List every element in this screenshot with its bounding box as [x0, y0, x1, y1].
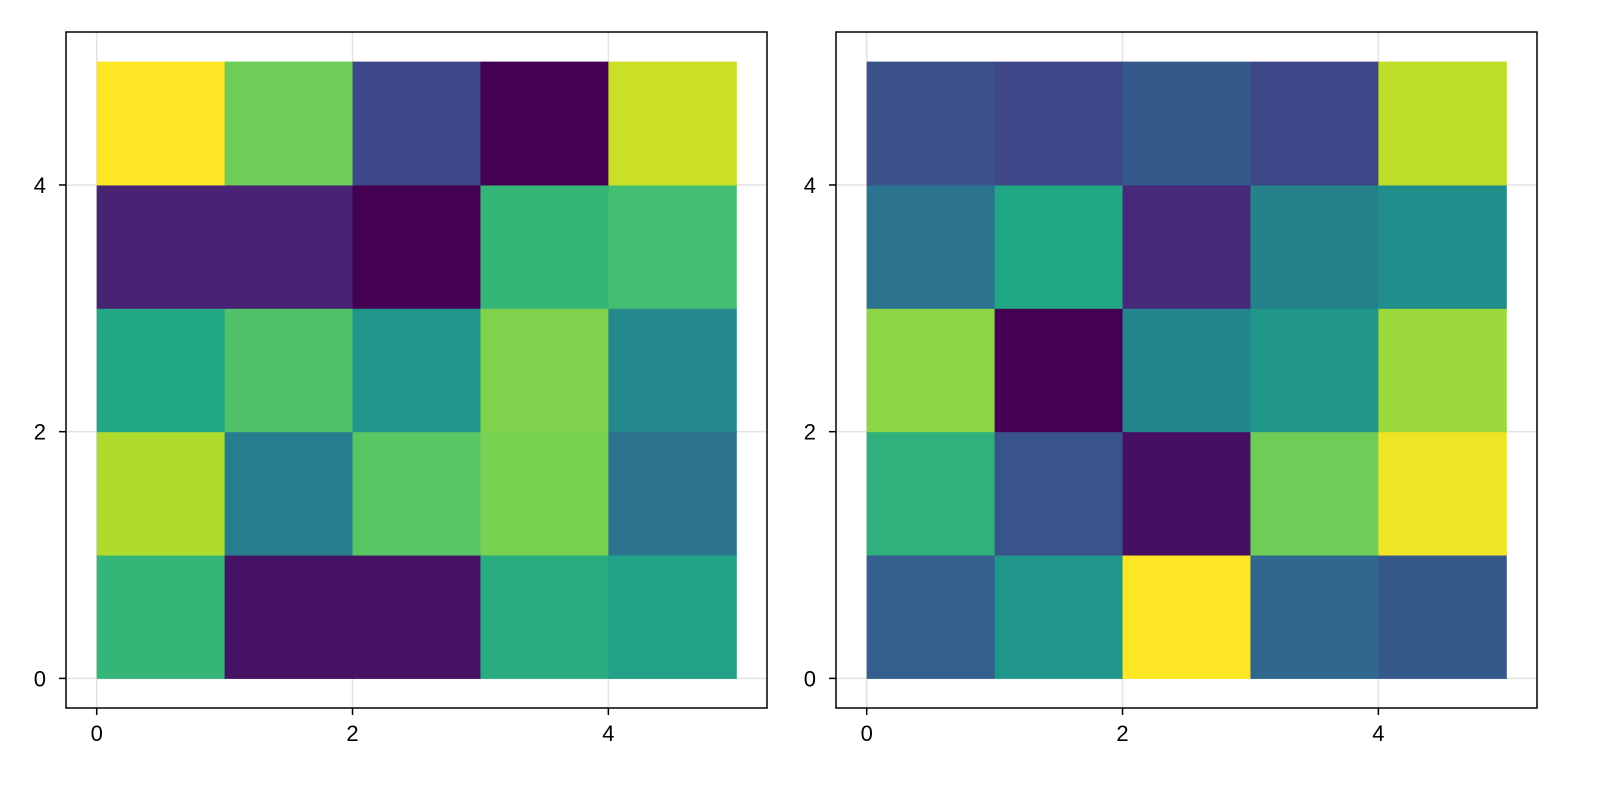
heatmap-cell-r1-c4	[1378, 431, 1507, 556]
axes-frame	[65, 31, 768, 709]
y-tick-label: 4	[34, 173, 46, 198]
heatmap-cell-r0-c3	[1250, 555, 1379, 679]
heatmap-cell-r4-c3	[1250, 61, 1379, 186]
x-tick-label: 0	[861, 721, 873, 746]
heatmap-cell-r3-c4	[608, 184, 737, 309]
heatmap-cell-r2-c2	[352, 308, 481, 433]
heatmap-cell-r3-c2	[1122, 184, 1251, 309]
heatmap-cell-r1-c0	[866, 431, 996, 556]
x-tick-label: 4	[602, 721, 614, 746]
x-tick-label: 2	[1116, 721, 1128, 746]
heatmap-cell-r4-c0	[96, 61, 226, 186]
heatmap-cell-r0-c0	[866, 555, 996, 679]
heatmap-cell-r2-c1	[224, 308, 354, 433]
heatmap-cell-r2-c2	[1122, 308, 1251, 433]
heatmap-cell-r2-c1	[994, 308, 1124, 433]
heatmap-cell-r0-c1	[994, 555, 1124, 679]
heatmap-cell-r4-c4	[1378, 61, 1507, 186]
heatmap-cell-r2-c3	[1250, 308, 1379, 433]
heatmap-cell-r2-c0	[96, 308, 226, 433]
heatmap-cell-r3-c3	[1250, 184, 1379, 309]
heatmap-cell-r3-c3	[480, 184, 609, 309]
heatmap-cell-r1-c4	[608, 431, 737, 556]
heatmap-cell-r2-c4	[1378, 308, 1507, 433]
heatmap-cell-r1-c0	[96, 431, 226, 556]
heatmap-cell-r3-c0	[866, 184, 996, 309]
heatmap-cell-r4-c2	[352, 61, 481, 186]
heatmap-cell-r2-c4	[608, 308, 737, 433]
heatmap-cell-r3-c1	[994, 184, 1124, 309]
heatmap-cell-r3-c2	[352, 184, 481, 309]
heatmap-cell-r4-c3	[480, 61, 609, 186]
heatmap-cell-r4-c1	[994, 61, 1124, 186]
heatmap-cell-r3-c0	[96, 184, 226, 309]
heatmap-cell-r1-c2	[352, 431, 481, 556]
heatmap-cell-r0-c4	[1378, 555, 1507, 679]
heatmap-cell-r0-c2	[1122, 555, 1251, 679]
heatmap-cell-r2-c0	[866, 308, 996, 433]
heatmap-cell-r0-c1	[224, 555, 354, 679]
heatmap-cell-r0-c3	[480, 555, 609, 679]
y-tick-label: 2	[804, 420, 816, 445]
heatmap-cell-r1-c3	[480, 431, 609, 556]
heatmap-cell-r3-c1	[224, 184, 354, 309]
x-tick-label: 2	[346, 721, 358, 746]
heatmap-cell-r1-c2	[1122, 431, 1251, 556]
heatmap-cell-r2-c3	[480, 308, 609, 433]
x-tick-label: 4	[1372, 721, 1384, 746]
heatmap-panel-left: 0 2 4 0 2 4	[34, 31, 768, 746]
y-tick-label: 0	[804, 666, 816, 691]
heatmap-cell-r0-c4	[608, 555, 737, 679]
heatmap-cell-r1-c1	[224, 431, 354, 556]
y-tick-label: 4	[804, 173, 816, 198]
heatmap-cell-r4-c2	[1122, 61, 1251, 186]
heatmap-panel-right: 0 2 4 0 2 4	[804, 31, 1538, 746]
axes-frame	[835, 31, 1538, 709]
heatmap-cell-r4-c4	[608, 61, 737, 186]
x-tick-label: 0	[91, 721, 103, 746]
heatmap-cell-r0-c0	[96, 555, 226, 679]
heatmap-cell-r3-c4	[1378, 184, 1507, 309]
y-tick-label: 2	[34, 420, 46, 445]
heatmap-cell-r1-c1	[994, 431, 1124, 556]
heatmap-cell-r4-c1	[224, 61, 354, 186]
y-tick-label: 0	[34, 666, 46, 691]
heatmap-cell-r4-c0	[866, 61, 996, 186]
heatmap-cell-r0-c2	[352, 555, 481, 679]
heatmap-cell-r1-c3	[1250, 431, 1379, 556]
